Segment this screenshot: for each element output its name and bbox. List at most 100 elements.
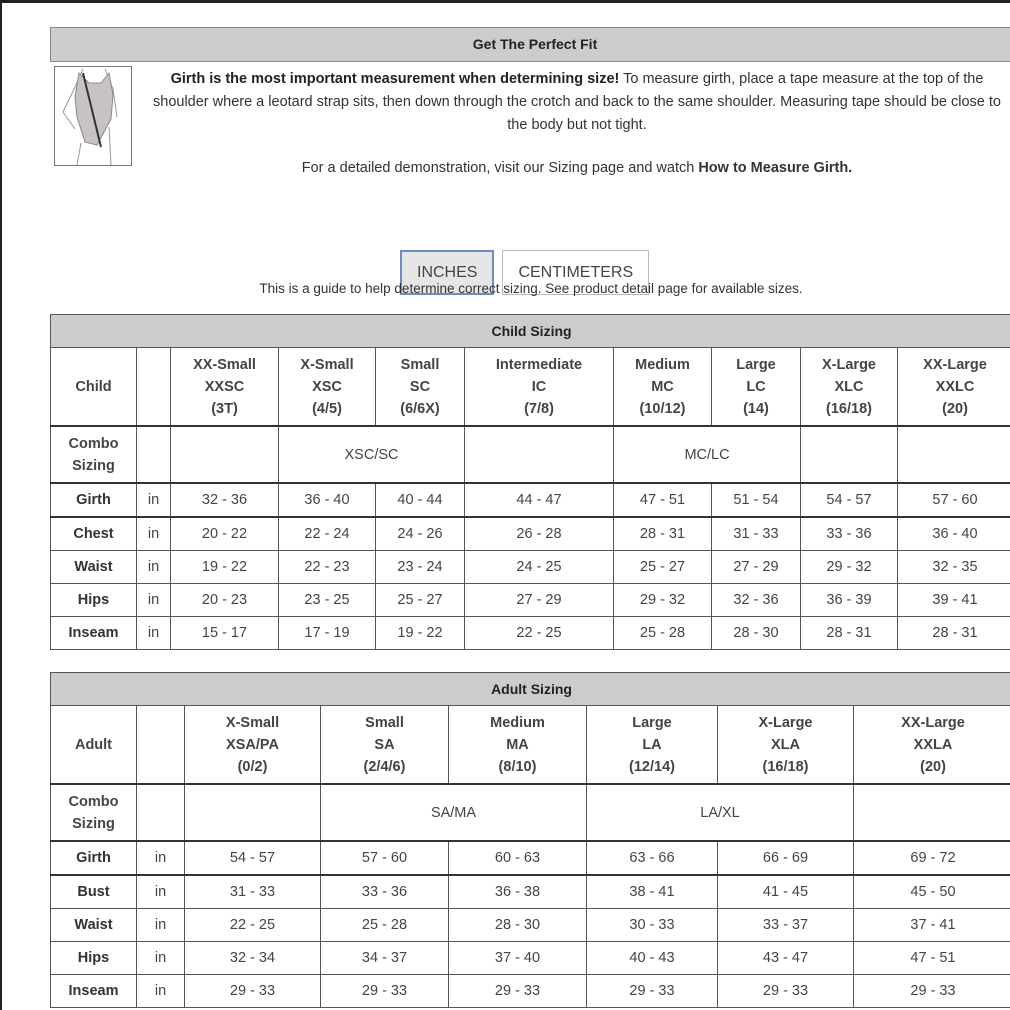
measurement-value: 25 - 27 bbox=[613, 550, 712, 584]
combo-label-line: Combo bbox=[68, 435, 119, 452]
measurement-value: 33 - 37 bbox=[717, 908, 854, 942]
size-header-line: XXLC bbox=[935, 378, 975, 395]
measurement-value: 37 - 40 bbox=[448, 941, 587, 975]
size-header-line: (2/4/6) bbox=[363, 758, 406, 775]
measurement-value: 51 - 54 bbox=[711, 482, 801, 518]
size-header-line: XSC bbox=[312, 378, 342, 395]
measurement-value: 43 - 47 bbox=[717, 941, 854, 975]
size-header: X-Small XSC (4/5) bbox=[278, 347, 376, 427]
girth-text: To measure girth, place a tape measure a… bbox=[153, 71, 1001, 133]
measurement-value: 27 - 29 bbox=[711, 550, 801, 584]
measurement-value: 32 - 36 bbox=[711, 583, 801, 617]
measurement-value: 37 - 41 bbox=[852, 908, 1010, 942]
combo-cell bbox=[170, 425, 279, 484]
measurement-value: 66 - 69 bbox=[717, 840, 854, 876]
measurement-label: Bust bbox=[50, 874, 137, 909]
measurement-value: 57 - 60 bbox=[896, 482, 1010, 518]
size-header-line: XLC bbox=[834, 378, 864, 395]
corner-label: Adult bbox=[50, 705, 137, 785]
measurement-value: 29 - 33 bbox=[184, 974, 321, 1008]
size-header: Intermediate IC (7/8) bbox=[464, 347, 614, 427]
measurement-value: 29 - 32 bbox=[613, 583, 712, 617]
demo-text: For a detailed demonstration, visit our … bbox=[142, 160, 1010, 176]
demo-prefix: For a detailed demonstration, visit our … bbox=[301, 160, 699, 176]
size-header: X-Large XLA (16/18) bbox=[717, 705, 854, 785]
size-header: Large LA (12/14) bbox=[586, 705, 718, 785]
measurement-value: 54 - 57 bbox=[184, 840, 321, 876]
size-header-line: (3T) bbox=[211, 400, 238, 417]
combo-cell bbox=[800, 425, 898, 484]
size-header-line: XLA bbox=[771, 736, 800, 753]
size-header-line: (6/6X) bbox=[400, 400, 440, 417]
measurement-value: 69 - 72 bbox=[852, 840, 1010, 876]
table-row: Girth in 32 - 36 36 - 40 40 - 44 44 - 47 47 - … bbox=[50, 482, 1010, 518]
measurement-value: 28 - 30 bbox=[448, 908, 587, 942]
measurement-label: Hips bbox=[50, 941, 137, 975]
measurement-label: Inseam bbox=[50, 616, 137, 650]
how-to-measure-link[interactable]: How to Measure Girth. bbox=[698, 160, 853, 176]
table-row: Waist in 22 - 25 25 - 28 28 - 30 30 - 33 33 - … bbox=[50, 908, 1010, 942]
size-header: XX-Large XXLA (20) bbox=[852, 705, 1010, 785]
size-header-line: XX-Small bbox=[193, 356, 256, 373]
measurement-value: 22 - 25 bbox=[464, 616, 614, 650]
adult-sizing-table: Adult Sizing Adult X-Small XSA/PA (0/2) Small… bbox=[49, 672, 1010, 1008]
combo-cell: MC/LC bbox=[613, 425, 801, 484]
measurement-label: Waist bbox=[50, 908, 137, 942]
size-header-line: X-Small bbox=[225, 714, 280, 731]
size-header: Large LC (14) bbox=[711, 347, 801, 427]
table-row: Inseam in 29 - 33 29 - 33 29 - 33 29 - 33 29 -… bbox=[50, 974, 1010, 1008]
measurement-value: 60 - 63 bbox=[448, 840, 587, 876]
measurement-value: 25 - 27 bbox=[375, 583, 465, 617]
leotard-girth-figure bbox=[54, 66, 132, 166]
unit-cell bbox=[136, 783, 185, 842]
measurement-label: Chest bbox=[50, 516, 137, 551]
size-header-line: (20) bbox=[920, 758, 946, 775]
unit-cell: in bbox=[136, 941, 185, 975]
size-header-line: (14) bbox=[743, 400, 769, 417]
size-header-line: XXLA bbox=[913, 736, 953, 753]
measurement-label: Waist bbox=[50, 550, 137, 584]
size-header-line: Medium bbox=[635, 356, 690, 373]
size-header-line: X-Large bbox=[758, 714, 813, 731]
size-header-line: XSA/PA bbox=[226, 736, 279, 753]
size-header-line: LC bbox=[746, 378, 766, 395]
child-table-title: Child Sizing bbox=[49, 314, 1010, 348]
measurement-value: 19 - 22 bbox=[375, 616, 465, 650]
centimeters-button[interactable]: CENTIMETERS bbox=[502, 250, 650, 295]
size-header-line: (12/14) bbox=[629, 758, 675, 775]
girth-instructions: Girth is the most important measurement … bbox=[142, 68, 1010, 137]
measurement-value: 31 - 33 bbox=[711, 516, 801, 551]
size-header-line: (4/5) bbox=[312, 400, 342, 417]
size-header-line: (16/18) bbox=[826, 400, 872, 417]
unit-cell: in bbox=[136, 874, 185, 909]
unit-cell: in bbox=[136, 482, 171, 518]
unit-cell: in bbox=[136, 516, 171, 551]
size-header-line: SC bbox=[409, 378, 431, 395]
size-header-line: XXSC bbox=[204, 378, 245, 395]
unit-header bbox=[136, 347, 171, 427]
measurement-value: 22 - 24 bbox=[278, 516, 376, 551]
measurement-value: 57 - 60 bbox=[320, 840, 449, 876]
adult-table-title: Adult Sizing bbox=[49, 672, 1010, 706]
measurement-value: 28 - 31 bbox=[800, 616, 898, 650]
measurement-value: 36 - 40 bbox=[278, 482, 376, 518]
measurement-value: 38 - 41 bbox=[586, 874, 718, 909]
measurement-value: 24 - 25 bbox=[464, 550, 614, 584]
measurement-value: 36 - 39 bbox=[800, 583, 898, 617]
size-header-line: MA bbox=[506, 736, 529, 753]
measurement-value: 45 - 50 bbox=[852, 874, 1010, 909]
measurement-value: 29 - 33 bbox=[320, 974, 449, 1008]
measurement-value: 54 - 57 bbox=[800, 482, 898, 518]
unit-cell: in bbox=[136, 583, 171, 617]
measurement-value: 22 - 25 bbox=[184, 908, 321, 942]
size-header-line: X-Small bbox=[300, 356, 354, 373]
measurement-label: Hips bbox=[50, 583, 137, 617]
unit-header bbox=[136, 705, 185, 785]
measurement-value: 40 - 43 bbox=[586, 941, 718, 975]
measurement-value: 19 - 22 bbox=[170, 550, 279, 584]
measurement-value: 39 - 41 bbox=[896, 583, 1010, 617]
measurement-label: Girth bbox=[50, 482, 137, 518]
inches-button[interactable]: INCHES bbox=[400, 250, 495, 295]
size-header-line: Medium bbox=[490, 714, 545, 731]
unit-toggle: INCHES CENTIMETERS bbox=[400, 250, 650, 295]
